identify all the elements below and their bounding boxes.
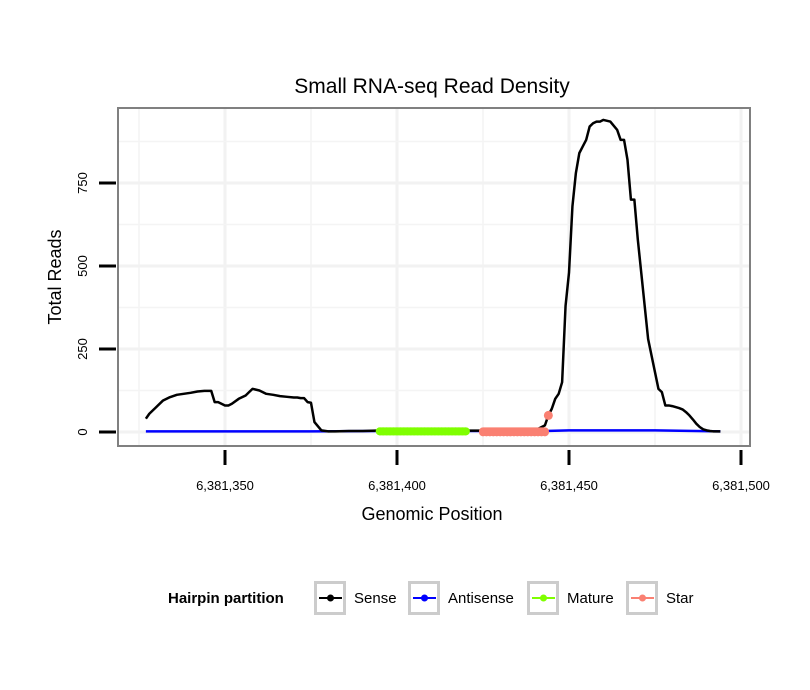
- y-tick-label: 0: [75, 428, 90, 435]
- series-star-point: [543, 410, 553, 420]
- panel-border: [117, 107, 751, 447]
- y-axis-title: Total Reads: [45, 229, 65, 324]
- y-tick-label: 500: [75, 255, 90, 277]
- legend-key-point: [421, 594, 428, 602]
- x-axis: 6,381,350 6,381,400 6,381,450 6,381,500: [196, 450, 770, 493]
- legend-key-point: [639, 594, 646, 602]
- legend-title: Hairpin partition: [168, 590, 284, 607]
- y-axis: 0 250 500 750: [75, 172, 116, 436]
- legend-items: Sense Antisense Mature Star: [314, 581, 694, 615]
- legend-item-mature: Mature: [527, 581, 614, 615]
- legend-item-antisense: Antisense: [408, 581, 514, 615]
- legend-item-sense: Sense: [314, 581, 397, 615]
- series-star-point: [540, 428, 549, 437]
- legend-label: Sense: [354, 590, 397, 607]
- plot-panel: [117, 107, 751, 447]
- chart-title: Small RNA-seq Read Density: [294, 75, 570, 98]
- panel-background: [118, 108, 750, 446]
- y-tick-label: 750: [75, 172, 90, 194]
- x-tick-label: 6,381,400: [368, 478, 426, 493]
- x-axis-title: Genomic Position: [361, 504, 502, 524]
- legend-item-star: Star: [626, 581, 694, 615]
- y-tick-label: 250: [75, 338, 90, 360]
- series-sense-line: [144, 118, 721, 433]
- gridlines: [118, 108, 750, 446]
- legend-label: Antisense: [448, 590, 514, 607]
- series-layer: [144, 118, 721, 437]
- x-tick-label: 6,381,500: [712, 478, 770, 493]
- x-tick-label: 6,381,450: [540, 478, 598, 493]
- legend: Hairpin partition Sense Antisense Mature St…: [168, 581, 694, 615]
- x-tick-label: 6,381,350: [196, 478, 254, 493]
- legend-label: Mature: [567, 590, 614, 607]
- legend-key-point: [540, 594, 547, 602]
- legend-key-point: [327, 594, 334, 602]
- series-mature-point: [461, 427, 470, 436]
- legend-label: Star: [666, 590, 694, 607]
